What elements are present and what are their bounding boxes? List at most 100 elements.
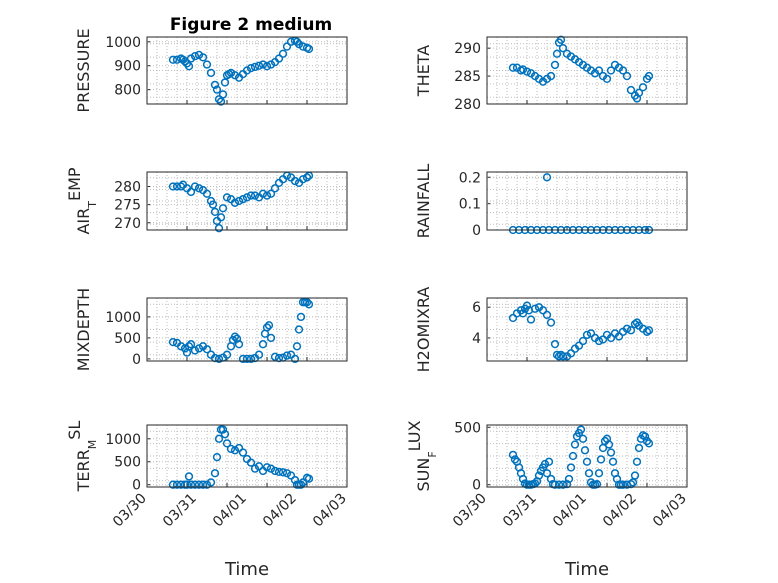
subplot-5: 0 500 1000 MIXDEPTH — [74, 288, 348, 371]
data-point — [546, 71, 556, 81]
data-point — [282, 351, 292, 360]
data-point — [254, 350, 264, 359]
y-tick-label: 280 — [454, 97, 481, 113]
data-point — [594, 336, 604, 346]
data-point — [644, 71, 654, 81]
y-tick-label: 800 — [114, 83, 141, 99]
data-point — [606, 66, 616, 75]
data-point — [202, 345, 212, 354]
data-point — [640, 432, 650, 441]
data-point — [242, 193, 252, 202]
data-point — [296, 312, 306, 322]
data-point — [278, 468, 288, 477]
data-point — [186, 480, 196, 489]
y-tick-label: 285 — [454, 69, 481, 85]
data-point — [208, 200, 218, 209]
y-tick-label: 280 — [114, 180, 141, 196]
data-point — [630, 319, 640, 329]
data-point — [510, 455, 520, 464]
x-tick-label: 04/03 — [650, 491, 690, 531]
data-point — [172, 55, 182, 64]
data-point — [270, 184, 280, 193]
y-tick-label: 500 — [114, 455, 141, 471]
subplot-2: 280 285 290 THETA — [414, 35, 688, 113]
data-point — [614, 332, 624, 341]
y-tick-label: 900 — [114, 59, 141, 75]
y-axis-label: SUNFLUX — [405, 420, 439, 491]
data-point — [184, 342, 194, 351]
axes-frame — [146, 424, 348, 488]
data-point — [604, 440, 614, 449]
axes-frame — [146, 297, 348, 362]
data-point — [212, 452, 222, 462]
x-axis-label: Time — [224, 559, 269, 580]
data-point — [634, 88, 644, 97]
data-point — [630, 471, 640, 480]
data-point — [626, 479, 636, 489]
data-point — [222, 193, 232, 202]
y-tick-label: 275 — [114, 198, 141, 214]
data-point — [622, 71, 632, 81]
y-tick-label: 500 — [114, 331, 141, 347]
data-point — [534, 471, 544, 480]
y-tick-label: 0.1 — [459, 197, 481, 213]
y-tick-label: 1000 — [105, 432, 141, 448]
y-tick-label: 1000 — [105, 310, 141, 326]
data-point — [296, 480, 306, 489]
data-point — [258, 189, 268, 198]
data-point — [580, 446, 590, 455]
data-point — [564, 474, 574, 484]
data-point — [282, 42, 292, 51]
y-tick-label: 290 — [454, 41, 481, 57]
data-point — [250, 191, 260, 200]
data-point — [606, 448, 616, 457]
y-tick-label: 1000 — [105, 35, 141, 51]
x-tick-label: 04/02 — [600, 491, 640, 531]
y-axis-label: THETA — [414, 45, 433, 97]
data-point — [568, 451, 578, 461]
y-tick-label: 0 — [472, 478, 481, 494]
data-point — [190, 182, 200, 191]
data-point — [632, 457, 642, 466]
y-tick-label: 0.2 — [459, 170, 481, 186]
subplot-1: 800 900 1000 PRESSURE — [74, 28, 348, 113]
data-point — [304, 474, 314, 483]
data-point — [558, 352, 568, 361]
data-point — [220, 78, 230, 87]
data-point — [594, 469, 604, 478]
data-point — [258, 340, 268, 349]
data-point — [266, 189, 276, 198]
data-point — [230, 198, 240, 207]
data-point — [286, 37, 296, 46]
data-point — [210, 207, 220, 217]
data-point — [238, 448, 248, 457]
y-axis-label: TERRMSL — [65, 421, 99, 493]
data-point — [644, 326, 654, 335]
data-point — [570, 440, 580, 449]
data-point — [584, 469, 594, 478]
data-point — [550, 339, 560, 349]
data-point — [618, 480, 628, 489]
data-point — [262, 191, 272, 200]
subplot-8: 0 500 03/30 03/31 04/01 04/02 04/03 Time SUNFLUX — [405, 420, 690, 580]
data-point — [576, 425, 586, 434]
data-point — [274, 54, 284, 63]
data-point — [542, 469, 552, 478]
data-point — [550, 60, 560, 70]
data-point — [246, 354, 256, 364]
data-point — [234, 340, 244, 349]
data-point — [246, 191, 256, 200]
data-point — [578, 434, 588, 443]
data-point — [172, 480, 182, 489]
data-point — [574, 341, 584, 350]
x-tick-label: 03/30 — [450, 491, 490, 531]
data-point — [206, 478, 216, 487]
data-point — [264, 321, 274, 330]
data-point — [274, 467, 284, 476]
data-point — [554, 480, 564, 489]
x-tick-label: 04/01 — [210, 491, 250, 531]
data-point — [210, 80, 220, 90]
y-axis-label: MIXDEPTH — [74, 288, 93, 371]
data-point — [634, 443, 644, 453]
